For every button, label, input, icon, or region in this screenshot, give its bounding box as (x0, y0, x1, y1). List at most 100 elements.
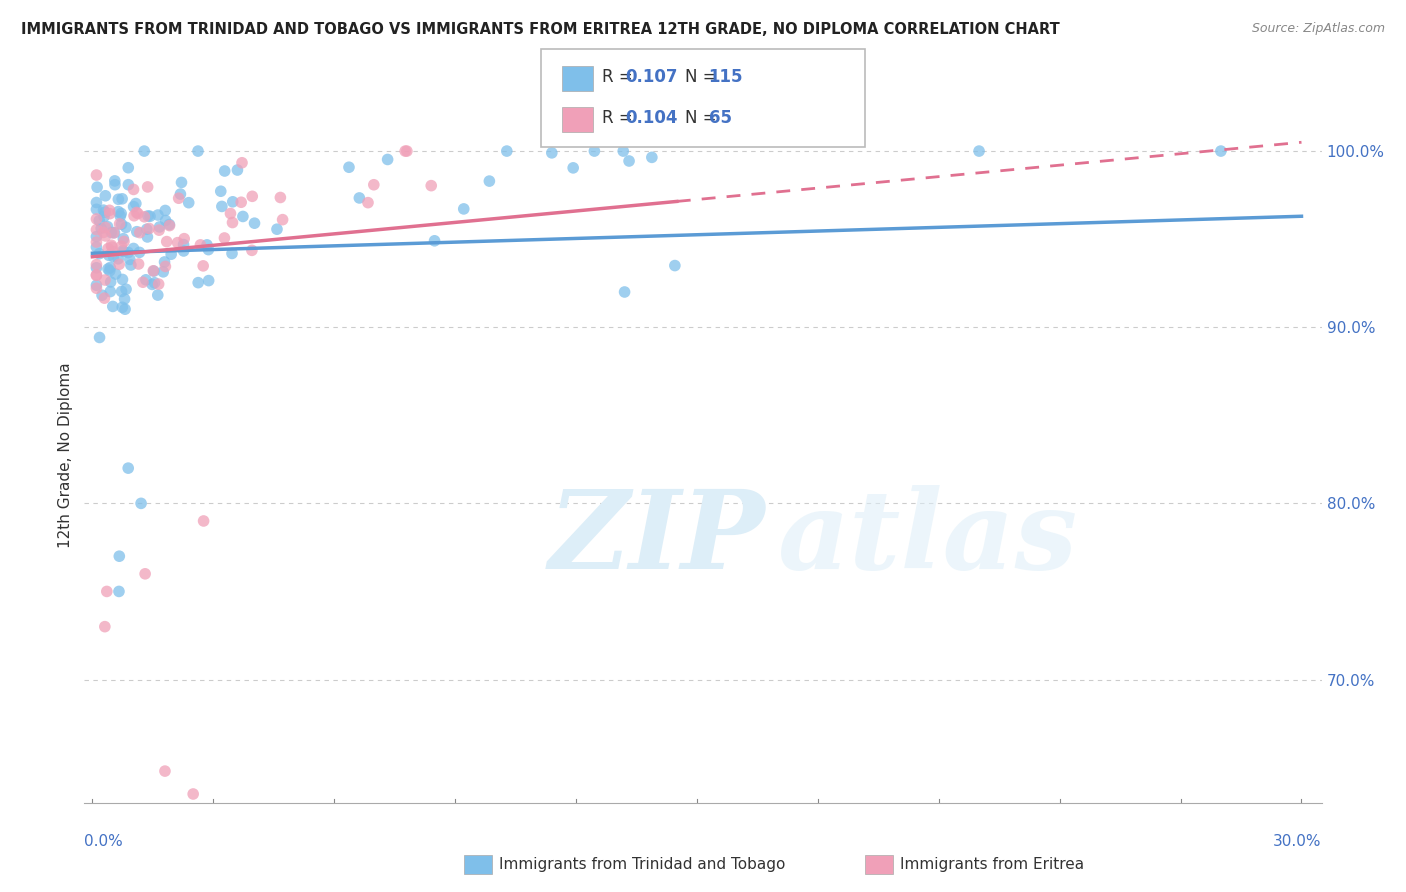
Point (98, 264, 121, 278)
Point (110, 217, 132, 231)
Point (86, 240, 108, 254)
Point (197, 243, 219, 257)
Point (94, 205, 117, 219)
Point (108, 549, 131, 564)
Y-axis label: 12th Grade, No Diploma: 12th Grade, No Diploma (58, 362, 73, 548)
Point (86, 235, 108, 249)
Point (108, 217, 131, 231)
Point (395, 144, 418, 158)
Point (122, 200, 145, 214)
Point (173, 232, 195, 246)
Point (193, 259, 215, 273)
Point (97, 248, 120, 262)
Point (127, 206, 149, 220)
Point (363, 178, 385, 192)
Point (86, 268, 108, 282)
Point (120, 258, 142, 272)
Point (583, 144, 606, 158)
Point (122, 209, 145, 223)
Point (641, 150, 664, 164)
Point (115, 282, 138, 296)
Point (141, 277, 163, 292)
Point (97, 242, 120, 256)
Point (562, 161, 585, 175)
Point (86, 202, 108, 217)
Point (86, 229, 108, 244)
Point (271, 212, 294, 227)
Point (613, 285, 636, 299)
Point (101, 300, 124, 314)
Point (219, 206, 242, 220)
Point (169, 187, 191, 202)
Point (148, 277, 170, 291)
Point (111, 301, 134, 315)
Text: 65: 65 (709, 109, 731, 127)
Point (89, 330, 111, 344)
Point (166, 235, 188, 250)
Point (86, 260, 108, 275)
Point (617, 153, 640, 168)
Point (173, 244, 195, 258)
Point (104, 267, 127, 281)
Point (187, 276, 209, 290)
Point (112, 244, 135, 259)
Point (117, 461, 139, 475)
Point (94, 220, 117, 235)
Point (129, 496, 152, 510)
Point (93, 210, 115, 224)
Point (226, 163, 249, 178)
Point (170, 176, 193, 190)
Point (211, 199, 233, 213)
Point (115, 220, 138, 235)
Point (117, 245, 139, 260)
Point (232, 210, 254, 224)
Text: R =: R = (602, 109, 638, 127)
Point (209, 184, 232, 198)
Point (157, 218, 180, 232)
Point (108, 584, 131, 599)
Text: Immigrants from Trinidad and Tobago: Immigrants from Trinidad and Tobago (499, 857, 786, 871)
Point (108, 257, 131, 271)
Point (148, 223, 170, 237)
Point (111, 272, 134, 286)
Point (221, 246, 243, 260)
Point (100, 275, 122, 289)
Point (134, 144, 156, 158)
Point (423, 234, 446, 248)
Point (377, 153, 399, 167)
Point (104, 178, 127, 192)
Point (132, 275, 155, 289)
Point (160, 247, 183, 261)
Point (89, 246, 111, 260)
Point (612, 144, 634, 158)
Point (1209, 144, 1232, 158)
Point (222, 194, 245, 209)
Point (155, 260, 177, 274)
Point (86, 223, 108, 237)
Point (155, 213, 177, 227)
Point (128, 226, 150, 240)
Text: ZIP: ZIP (548, 484, 765, 592)
Point (142, 264, 165, 278)
Point (136, 180, 159, 194)
Point (98, 207, 121, 221)
Point (111, 192, 134, 206)
Point (136, 230, 159, 244)
Text: atlas: atlas (778, 484, 1077, 592)
Text: IMMIGRANTS FROM TRINIDAD AND TOBAGO VS IMMIGRANTS FROM ERITREA 12TH GRADE, NO DI: IMMIGRANTS FROM TRINIDAD AND TOBAGO VS I… (21, 22, 1060, 37)
Point (97, 262, 120, 277)
Point (478, 174, 501, 188)
Point (86, 278, 108, 293)
Point (96, 584, 118, 599)
Point (349, 191, 371, 205)
Point (153, 255, 176, 269)
Point (86, 168, 108, 182)
Text: N =: N = (685, 109, 721, 127)
Point (117, 178, 139, 192)
Point (110, 239, 132, 253)
Text: Source: ZipAtlas.com: Source: ZipAtlas.com (1251, 22, 1385, 36)
Point (91, 226, 114, 240)
Point (110, 209, 132, 223)
Point (177, 195, 200, 210)
Point (101, 244, 124, 259)
